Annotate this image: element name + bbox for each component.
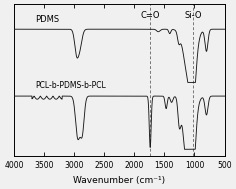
Text: PDMS: PDMS [35,15,59,24]
Text: C=O: C=O [140,11,160,20]
Text: PCL-b-PDMS-b-PCL: PCL-b-PDMS-b-PCL [35,81,106,90]
X-axis label: Wavenumber (cm⁻¹): Wavenumber (cm⁻¹) [73,176,165,185]
Text: Si-O: Si-O [185,11,202,20]
